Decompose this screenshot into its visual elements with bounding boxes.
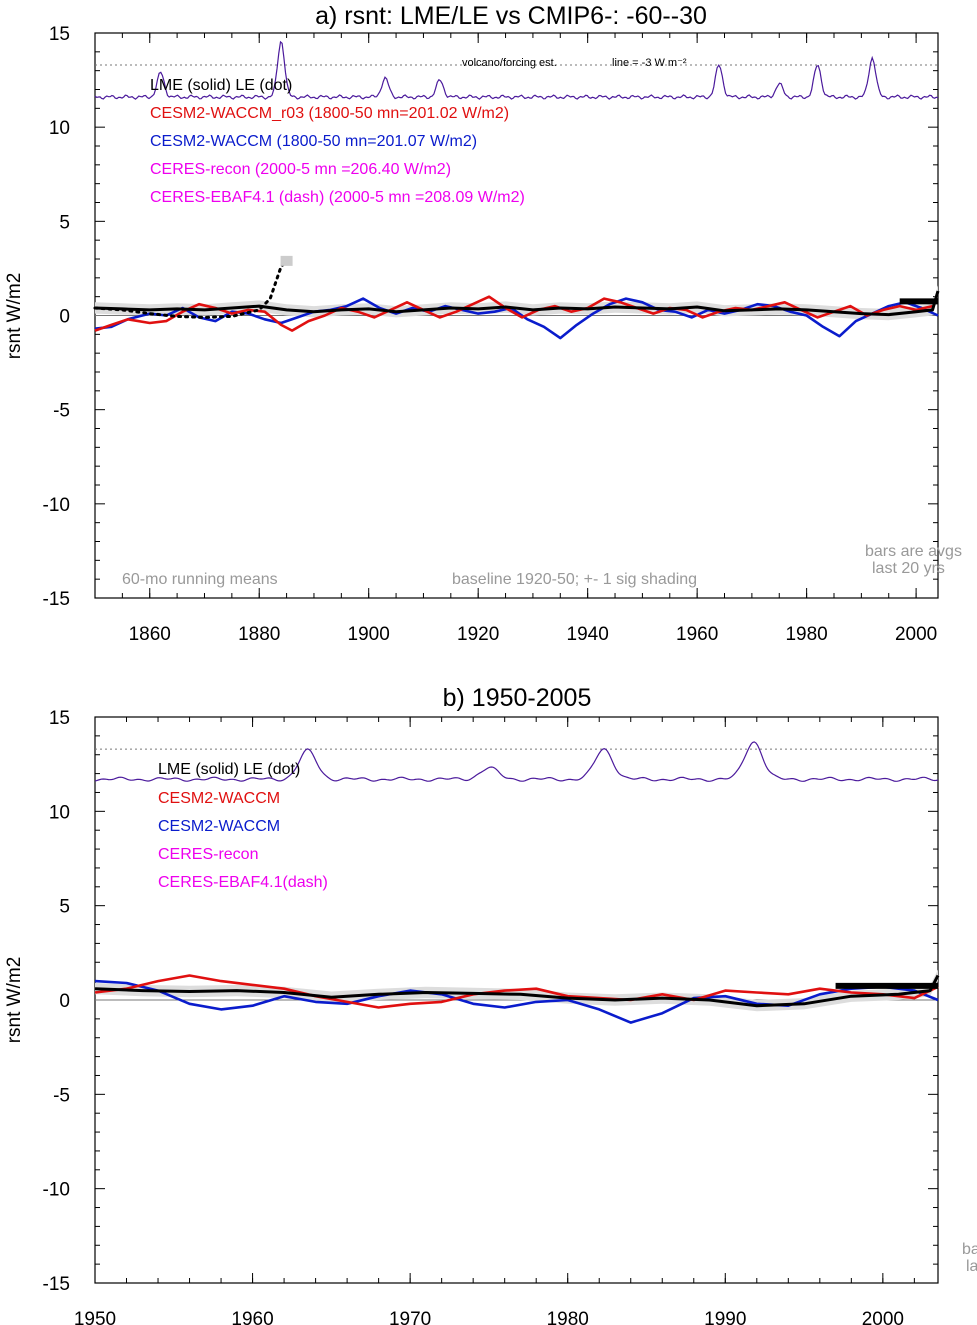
b-volcano-forcing-line [94, 741, 939, 782]
a-ytick-label-15: 15 [49, 24, 70, 45]
b-ytick-label--5: -5 [53, 1085, 70, 1106]
b-xtick-label-1980: 1980 [547, 1309, 589, 1325]
a-xtick-label-1860: 1860 [129, 624, 171, 645]
b-xtick-label-1960: 1960 [231, 1309, 273, 1325]
panel-b-ylabel: rsnt W/m2 [4, 957, 25, 1044]
a-series-wacm-r03 [94, 295, 933, 332]
a-volcano-forcing-line [94, 40, 939, 100]
legend-ceres-recon: CERES-recon (2000-5 mn =206.40 W/m2) [150, 161, 451, 178]
baseline-note: baseline 1920-50; +- 1 sig shading [452, 571, 697, 588]
b-ytick-label-5: 5 [59, 897, 70, 918]
b-series-wacm-r03 [94, 974, 939, 1009]
bars-note-b-line2: la [966, 1258, 977, 1275]
a-series-lme [94, 290, 940, 317]
panel-a-plot-area: 15 10 5 0 -5 -10 -15 1860 1880 1900 1920 1940 1960 19… [43, 24, 940, 645]
line-label: line = -3 W m⁻² [612, 57, 687, 69]
b-ytick-label-10: 10 [49, 802, 70, 823]
a-series-le [93, 259, 289, 319]
legend-wacm-r03: CESM2-WACCM_r03 (1800-50 mn=201.02 W/m2) [150, 105, 509, 122]
b-xtick-label-1970: 1970 [389, 1309, 431, 1325]
legend-lme-le: LME (solid) LE (dot) [150, 77, 292, 94]
a-xtick-label-1880: 1880 [238, 624, 280, 645]
volcano-label: volcano/forcing est. [462, 57, 557, 69]
legend-b-wacm-red: CESM2-WACCM [158, 790, 280, 807]
panel-b-legend: LME (solid) LE (dot) CESM2-WACCM CESM2-W… [158, 761, 328, 891]
a-ytick-label--5: -5 [53, 401, 70, 422]
b-xtick-label-1950: 1950 [74, 1309, 116, 1325]
a-ytick-label-5: 5 [59, 212, 70, 233]
a-xtick-label-1980: 1980 [785, 624, 827, 645]
a-xtick-label-1960: 1960 [676, 624, 718, 645]
b-series-wacm [94, 979, 939, 1024]
legend-wacm: CESM2-WACCM (1800-50 mn=201.07 W/m2) [150, 133, 477, 150]
legend-b-ceres-ebaf: CERES-EBAF4.1(dash) [158, 874, 328, 891]
bars-note-b-line1: ba [962, 1241, 977, 1258]
b-xtick-label-2000: 2000 [862, 1309, 904, 1325]
panel-a-title: a) rsnt: LME/LE vs CMIP6-: -60--30 [315, 2, 707, 30]
bars-note-line1: bars are avgs [865, 543, 962, 560]
a-xtick-label-1900: 1900 [348, 624, 390, 645]
legend-b-wacm-blue: CESM2-WACCM [158, 818, 280, 835]
panel-a-ylabel: rsnt W/m2 [4, 273, 25, 360]
legend-b-lme-le: LME (solid) LE (dot) [158, 761, 300, 778]
a-ytick-label--15: -15 [43, 589, 70, 610]
b-ytick-label--10: -10 [43, 1180, 70, 1201]
panel-a-legend: LME (solid) LE (dot) CESM2-WACCM_r03 (18… [150, 77, 525, 206]
running-mean-note: 60-mo running means [122, 571, 278, 588]
a-le-end-marker [280, 255, 293, 266]
a-ytick-label-10: 10 [49, 118, 70, 139]
b-series-lme [94, 974, 940, 1008]
a-ytick-label--10: -10 [43, 495, 70, 516]
panel-a: a) rsnt: LME/LE vs CMIP6-: -60--30 rsnt … [4, 2, 962, 645]
legend-b-ceres-recon: CERES-recon [158, 846, 258, 863]
bars-note-line2: last 20 yrs [872, 560, 945, 577]
a-xtick-label-1920: 1920 [457, 624, 499, 645]
b-ytick-label-15: 15 [49, 708, 70, 729]
b-xtick-label-1990: 1990 [704, 1309, 746, 1325]
panel-b: b) 1950-2005 rsnt W/m2 15 10 5 0 -5 -10 -15195… [4, 684, 977, 1325]
a-ytick-label-0: 0 [59, 307, 70, 328]
a-xtick-label-1940: 1940 [567, 624, 609, 645]
panel-b-title: b) 1950-2005 [443, 684, 592, 712]
b-ytick-label--15: -15 [43, 1274, 70, 1295]
legend-ceres-ebaf: CERES-EBAF4.1 (dash) (2000-5 mn =208.09 … [150, 189, 525, 206]
a-xtick-label-2000: 2000 [895, 624, 937, 645]
b-ytick-label-0: 0 [59, 991, 70, 1012]
